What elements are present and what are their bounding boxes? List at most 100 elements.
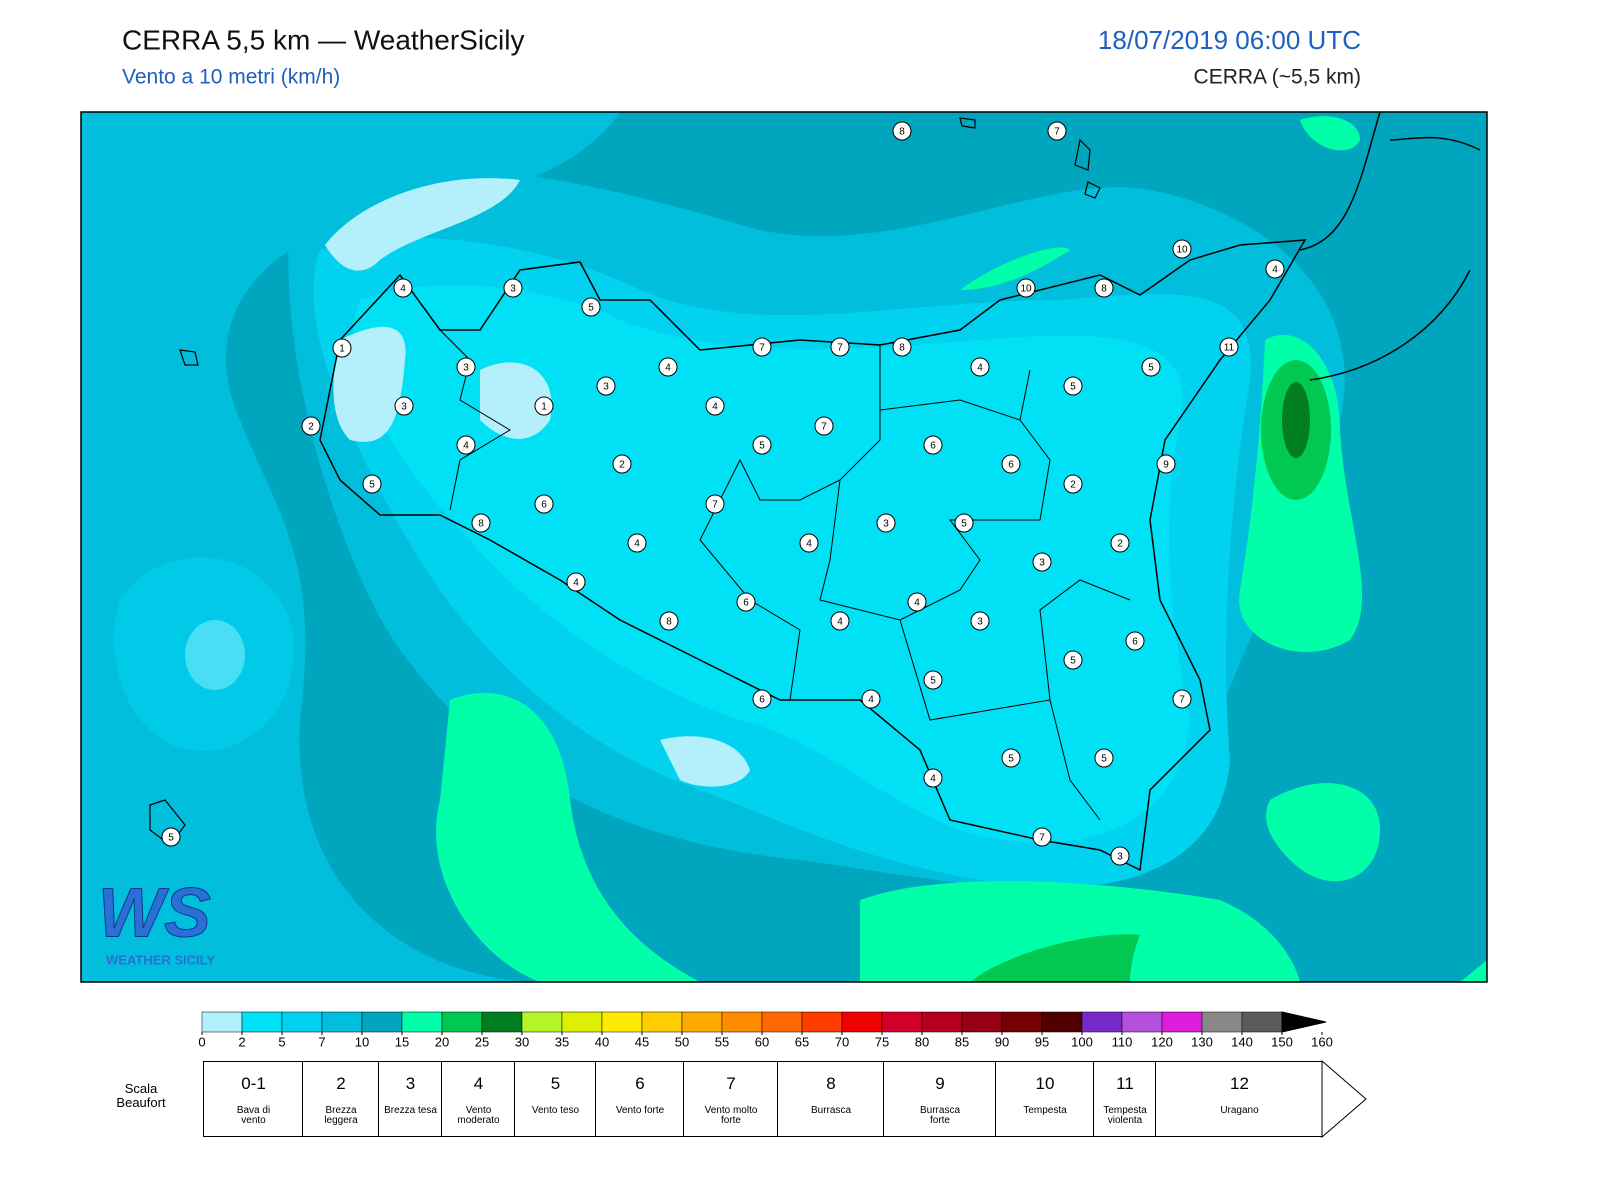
map-frame [80, 111, 1488, 983]
beaufort-name: Tempesta violenta [1103, 1105, 1147, 1126]
station: 8 [892, 337, 912, 357]
station-value: 3 [510, 284, 516, 295]
beaufort-name: Vento moderato [457, 1105, 500, 1126]
station-marker [736, 592, 756, 612]
station-marker [892, 121, 912, 141]
station: 5 [161, 827, 181, 847]
station: 6 [1001, 454, 1021, 474]
station: 4 [799, 533, 819, 553]
station: 7 [705, 494, 725, 514]
station-marker [814, 416, 834, 436]
colorbar-segment [561, 1011, 603, 1033]
colorbar-tick-label: 85 [955, 1034, 969, 1049]
beaufort-label-text: Scala Beaufort [116, 1081, 166, 1110]
station-value: 8 [899, 127, 905, 138]
beaufort-level: 3 Brezza tesa [378, 1061, 442, 1137]
station: 7 [1047, 121, 1067, 141]
colorbar-tick-label: 80 [915, 1034, 929, 1049]
station: 9 [1156, 454, 1176, 474]
colorbar-segment [521, 1011, 563, 1033]
colorbar-segment [841, 1011, 883, 1033]
station-marker [705, 494, 725, 514]
station-marker [1094, 748, 1114, 768]
station: 4 [456, 435, 476, 455]
station-marker [534, 396, 554, 416]
station-value: 6 [743, 598, 749, 609]
station-marker [1047, 121, 1067, 141]
station-marker [1141, 357, 1161, 377]
station-marker [471, 513, 491, 533]
station: 2 [1110, 533, 1130, 553]
colorbar-tick-label: 55 [715, 1034, 729, 1049]
colorbar-segment [681, 1011, 723, 1033]
station-value: 6 [1132, 637, 1138, 648]
station-value: 2 [308, 422, 314, 433]
station-value: 4 [977, 363, 983, 374]
station: 5 [362, 474, 382, 494]
station-marker [627, 533, 647, 553]
station-value: 5 [759, 441, 765, 452]
station-value: 6 [930, 441, 936, 452]
station: 6 [923, 435, 943, 455]
beaufort-number: 11 [1116, 1074, 1134, 1093]
station: 6 [752, 689, 772, 709]
station: 3 [876, 513, 896, 533]
station-value: 4 [1272, 265, 1278, 276]
beaufort-number: 3 [405, 1074, 416, 1093]
station-value: 10 [1176, 245, 1188, 256]
station-marker [612, 454, 632, 474]
title: CERRA 5,5 km — WeatherSicily [122, 24, 525, 55]
station-value: 7 [821, 422, 827, 433]
station-value: 5 [588, 303, 594, 314]
station: 4 [830, 611, 850, 631]
station-marker [1063, 650, 1083, 670]
station: 3 [394, 396, 414, 416]
station-marker [923, 768, 943, 788]
station: 3 [503, 278, 523, 298]
station: 4 [658, 357, 678, 377]
station: 1 [332, 338, 352, 358]
colorbar-tick-label: 10 [355, 1034, 369, 1049]
station-value: 5 [369, 480, 375, 491]
station: 3 [970, 611, 990, 631]
station-marker [970, 357, 990, 377]
colorbar-tick-label: 30 [515, 1034, 529, 1049]
colorbar-segment [361, 1011, 403, 1033]
beaufort-name: Burrasca forte [919, 1105, 960, 1126]
beaufort-name: Tempesta [1023, 1105, 1067, 1116]
station: 4 [566, 572, 586, 592]
beaufort-level: 12 Uragano [1155, 1061, 1323, 1137]
station-marker [659, 611, 679, 631]
beaufort-level: 8 Burrasca [777, 1061, 884, 1137]
colorbar-segment [481, 1011, 523, 1033]
beaufort-arrow [1321, 1059, 1367, 1139]
station-marker [1125, 631, 1145, 651]
station-marker [861, 689, 881, 709]
colorbar-tick-label: 75 [875, 1034, 889, 1049]
subtitle: Vento a 10 metri (km/h) [122, 66, 340, 89]
station-value: 5 [168, 833, 174, 844]
station-value: 4 [806, 539, 812, 550]
station: 6 [1125, 631, 1145, 651]
station-marker [393, 278, 413, 298]
colorbar-tick-label: 60 [755, 1034, 769, 1049]
station-value: 3 [1039, 558, 1045, 569]
station-value: 4 [634, 539, 640, 550]
colorbar-tick-label: 90 [995, 1034, 1009, 1049]
beaufort-name: Brezza tesa [384, 1105, 437, 1116]
logo: WS WEATHER SICILY [98, 873, 216, 967]
beaufort-name: Burrasca [810, 1105, 851, 1116]
colorbar-tick-label: 140 [1231, 1034, 1253, 1049]
station-marker [503, 278, 523, 298]
station: 4 [393, 278, 413, 298]
beaufort-level: 9 Burrasca forte [883, 1061, 996, 1137]
logo-text: WEATHER SICILY [106, 952, 215, 967]
wind-field [81, 112, 1487, 982]
beaufort-level: 7 Vento molto forte [683, 1061, 778, 1137]
colorbar-tick-label: 65 [795, 1034, 809, 1049]
station-value: 2 [619, 460, 625, 471]
station-value: 3 [1117, 852, 1123, 863]
station-value: 6 [1008, 460, 1014, 471]
